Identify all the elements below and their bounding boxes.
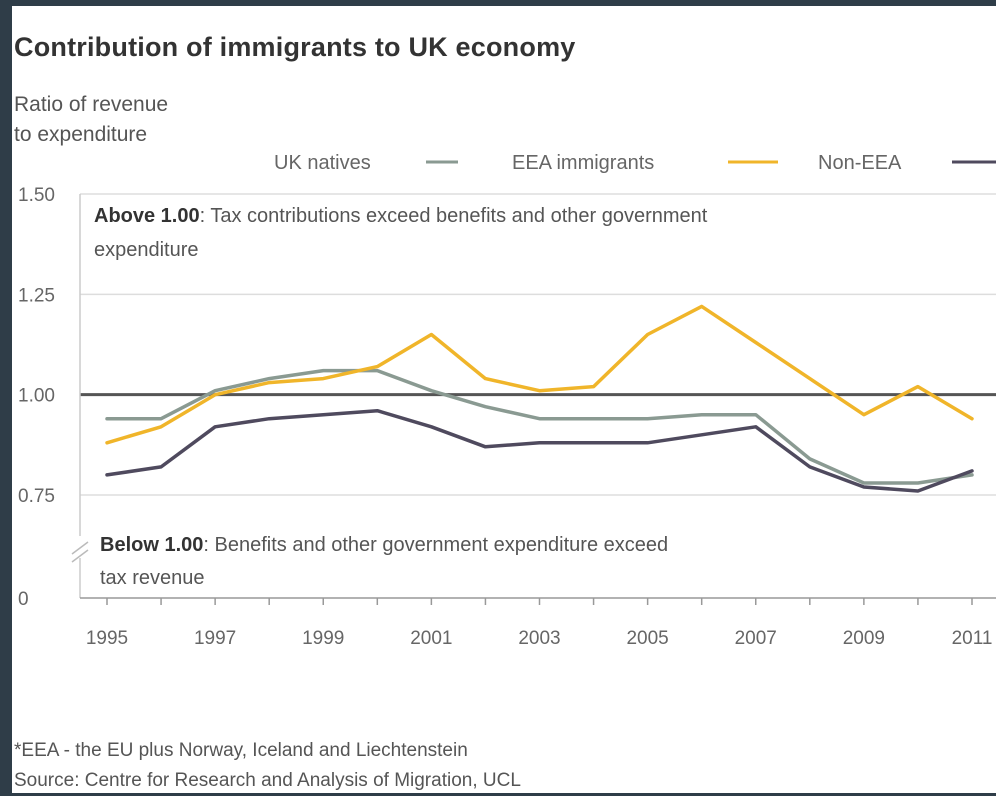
y-tick-label-0: 0 bbox=[18, 589, 29, 610]
x-tick-label-2005: 2005 bbox=[626, 628, 668, 649]
annotations: Above 1.00: Tax contributions exceed ben… bbox=[94, 205, 708, 589]
annotation-above-bold: Above 1.00 bbox=[94, 205, 200, 227]
x-tick-label-1995: 1995 bbox=[86, 628, 128, 649]
annotation-above: Above 1.00: Tax contributions exceed ben… bbox=[94, 205, 708, 227]
annotation-below-line2: tax revenue bbox=[100, 567, 205, 589]
axes: 0 0.75 1.00 1.25 1.50 1995 1997 1999 2001 2003 200… bbox=[18, 185, 996, 649]
annotation-below: Below 1.00: Benefits and other governmen… bbox=[100, 534, 668, 556]
footnote-eea: *EEA - the EU plus Norway, Iceland and L… bbox=[14, 740, 468, 761]
line-chart: Above 1.00: Tax contributions exceed ben… bbox=[18, 152, 996, 649]
x-tick-label-2003: 2003 bbox=[518, 628, 560, 649]
legend-label-non-eea: Non-EEA bbox=[818, 152, 902, 174]
legend: UK natives EEA immigrants Non-EEA bbox=[274, 152, 996, 174]
x-tick-label-2009: 2009 bbox=[843, 628, 885, 649]
y-tick-label-1.25: 1.25 bbox=[18, 285, 55, 306]
x-tick-label-1997: 1997 bbox=[194, 628, 236, 649]
x-tick-label-2001: 2001 bbox=[410, 628, 452, 649]
y-tick-label-1.50: 1.50 bbox=[18, 185, 55, 206]
footnote-source: Source: Centre for Research and Analysis… bbox=[14, 770, 521, 791]
chart-title: Contribution of immigrants to UK economy bbox=[14, 32, 576, 62]
annotation-above-text: : Tax contributions exceed benefits and … bbox=[200, 205, 708, 227]
legend-label-eea-immigrants: EEA immigrants bbox=[512, 152, 654, 174]
series-line-uk-natives bbox=[105, 368, 974, 485]
annotation-below-text: : Benefits and other government expendit… bbox=[203, 534, 668, 556]
footnote: *EEA - the EU plus Norway, Iceland and L… bbox=[14, 736, 521, 796]
series-line-non-eea bbox=[105, 408, 974, 493]
series-lines bbox=[105, 304, 974, 493]
legend-label-uk-natives: UK natives bbox=[274, 152, 371, 174]
x-tick-label-1999: 1999 bbox=[302, 628, 344, 649]
annotation-above-line2: expenditure bbox=[94, 239, 199, 261]
y-axis-label: Ratio of revenue to expenditure bbox=[14, 93, 169, 146]
gridlines bbox=[80, 193, 996, 496]
y-tick-label-0.75: 0.75 bbox=[18, 486, 55, 507]
x-tick-label-2011: 2011 bbox=[952, 628, 993, 649]
y-tick-label-1.00: 1.00 bbox=[18, 386, 55, 407]
chart-panel: Contribution of immigrants to UK economy… bbox=[12, 6, 996, 793]
axis-break-icon bbox=[71, 541, 89, 563]
series-line-eea-immigrants bbox=[105, 304, 974, 445]
x-tick-label-2007: 2007 bbox=[735, 628, 777, 649]
annotation-below-bold: Below 1.00 bbox=[100, 534, 203, 556]
